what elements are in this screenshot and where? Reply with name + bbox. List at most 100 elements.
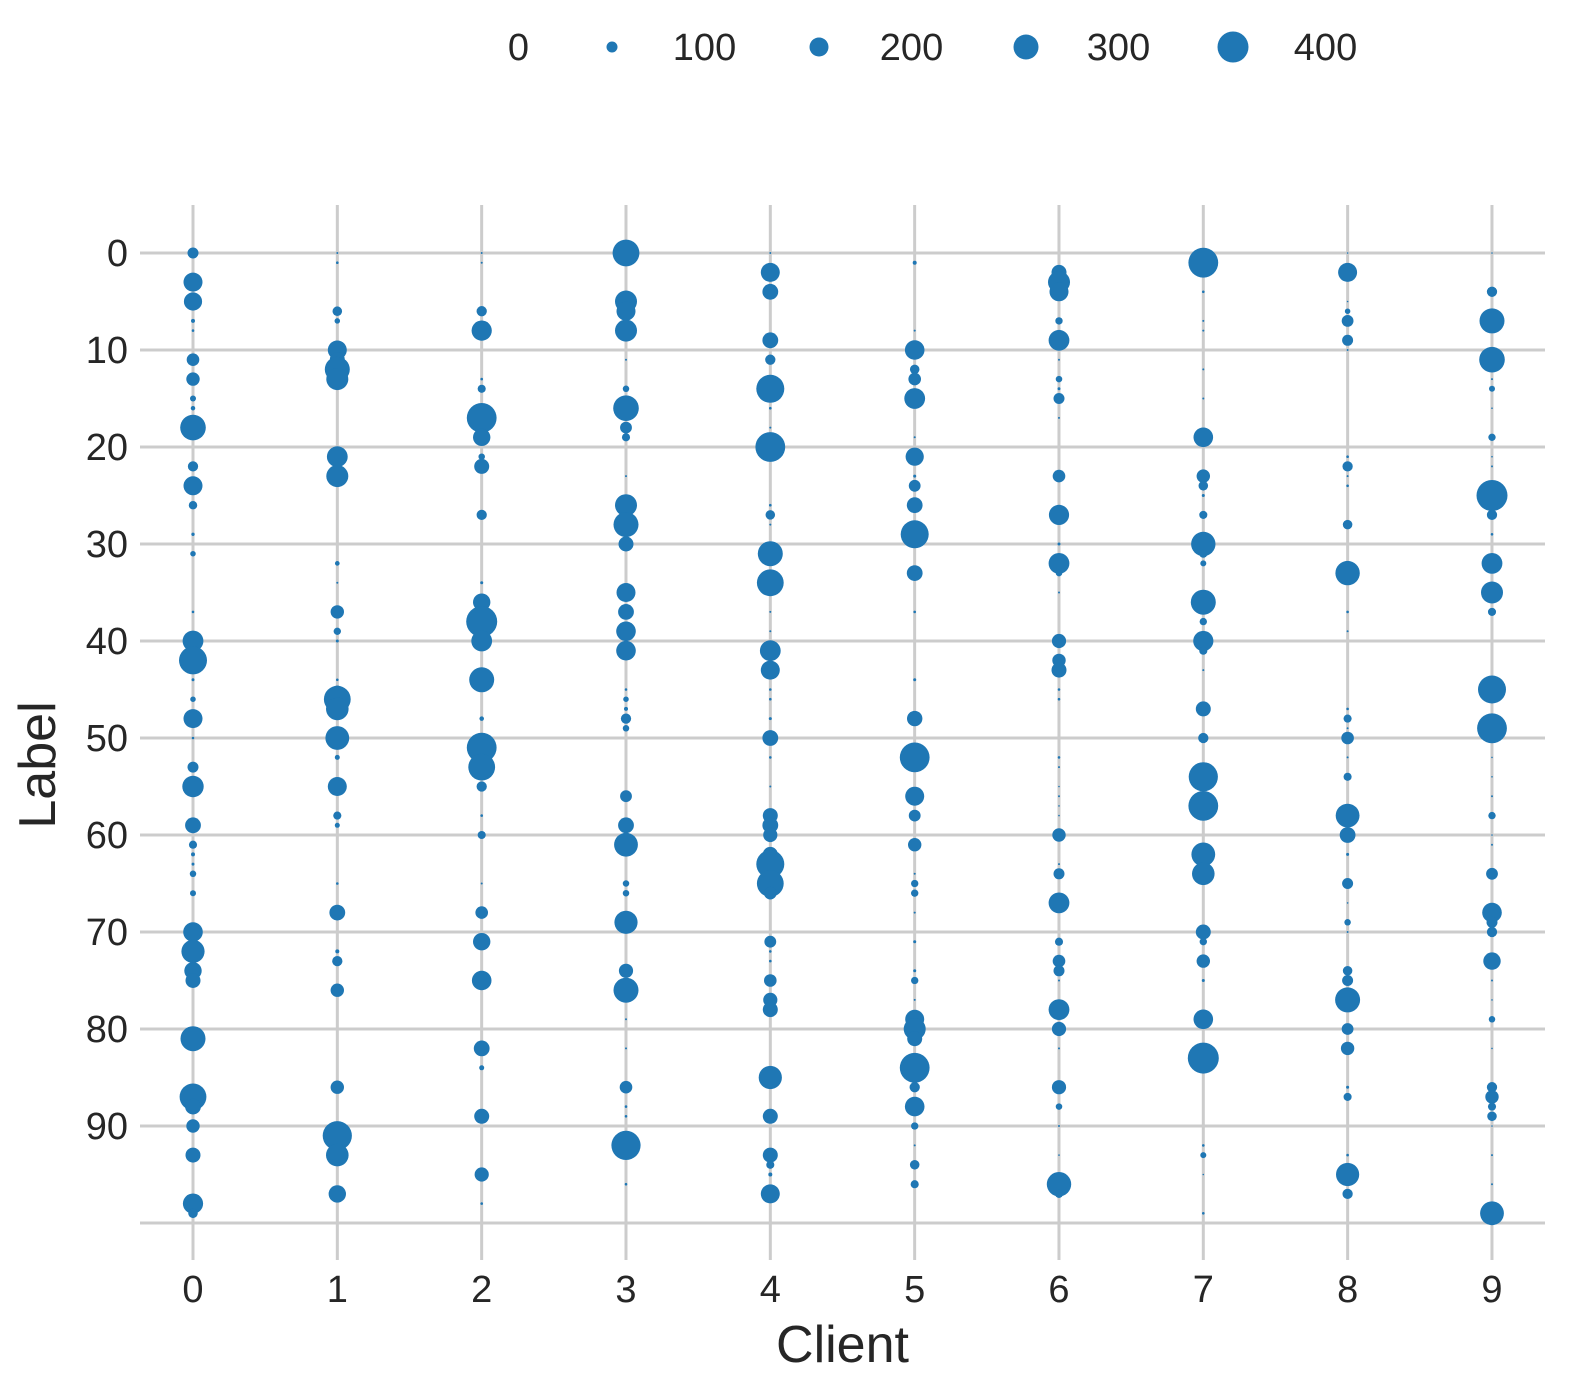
bubble xyxy=(1187,1042,1219,1074)
bubble xyxy=(765,354,776,365)
bubble xyxy=(900,520,929,549)
bubble xyxy=(613,977,639,1003)
bubble xyxy=(1346,455,1349,459)
bubble xyxy=(622,725,630,732)
bubble xyxy=(469,667,495,693)
bubble xyxy=(906,565,923,581)
y-tick-label: 20 xyxy=(86,427,128,469)
bubble xyxy=(1346,1153,1349,1157)
bubble xyxy=(1053,868,1065,880)
bubble xyxy=(1342,966,1353,976)
bubble xyxy=(1188,791,1219,821)
bubble xyxy=(191,610,195,614)
x-tick-label: 5 xyxy=(904,1269,925,1311)
bubble xyxy=(182,630,204,652)
bubble xyxy=(769,426,772,429)
bubble xyxy=(1048,999,1070,1020)
bubble xyxy=(187,761,199,773)
bubble xyxy=(624,1182,628,1186)
bubble xyxy=(480,261,483,264)
bubble xyxy=(1051,633,1067,649)
bubble xyxy=(1486,926,1498,938)
bubble xyxy=(1193,1009,1214,1030)
bubble xyxy=(1487,1111,1497,1122)
bubble xyxy=(336,261,339,265)
bubble xyxy=(768,1172,773,1177)
bubble xyxy=(473,1040,490,1057)
bubble xyxy=(179,646,207,675)
bubble xyxy=(622,889,630,897)
bubble xyxy=(1058,591,1060,594)
bubble xyxy=(762,283,779,300)
bubble xyxy=(466,403,497,433)
bubble xyxy=(615,494,637,517)
bubble xyxy=(191,862,195,866)
bubble xyxy=(1485,1090,1499,1104)
bubble xyxy=(1346,475,1349,478)
bubble xyxy=(769,756,772,759)
bubble xyxy=(181,939,205,964)
bubble xyxy=(182,775,204,798)
bubble xyxy=(1049,282,1069,302)
bubble xyxy=(185,1147,201,1163)
bubble xyxy=(756,850,785,879)
bubble xyxy=(1046,1172,1072,1197)
bubble xyxy=(1057,697,1061,701)
bubble xyxy=(769,950,772,953)
y-tick-label: 0 xyxy=(107,233,128,275)
bubble xyxy=(475,906,489,919)
bubble xyxy=(336,252,339,254)
bubble xyxy=(1346,707,1349,711)
bubble xyxy=(1048,892,1070,914)
bubble xyxy=(187,461,199,472)
bubble xyxy=(1055,1103,1063,1110)
bubble xyxy=(624,706,628,711)
bubble xyxy=(183,922,203,942)
bubble xyxy=(334,754,340,760)
y-tick-label: 30 xyxy=(86,524,128,566)
bubble xyxy=(190,696,196,702)
bubble xyxy=(913,969,917,973)
bubble xyxy=(764,886,777,900)
bubble xyxy=(1052,828,1066,842)
bubble xyxy=(1342,878,1354,889)
bubble xyxy=(764,935,777,948)
bubble xyxy=(911,976,919,985)
bubble xyxy=(1339,827,1356,843)
bubble xyxy=(909,1082,920,1093)
bubble xyxy=(913,1144,916,1147)
bubble xyxy=(1487,607,1497,616)
bubble xyxy=(619,1080,633,1094)
bubble xyxy=(625,1047,627,1050)
y-tick-label: 50 xyxy=(86,718,128,760)
bubble xyxy=(336,678,339,682)
bubble xyxy=(904,1096,925,1117)
bubble xyxy=(616,301,636,321)
bubble xyxy=(769,630,772,633)
bubble xyxy=(616,621,636,642)
bubble xyxy=(480,377,484,381)
bubble xyxy=(1198,732,1209,744)
legend-size-label: 400 xyxy=(1294,27,1357,69)
bubble xyxy=(182,1193,204,1214)
bubble xyxy=(1483,952,1501,970)
bubble xyxy=(1058,416,1060,419)
bubble xyxy=(191,318,195,323)
y-tick-label: 60 xyxy=(86,815,128,857)
bubble xyxy=(762,1147,778,1163)
bubble xyxy=(477,384,486,393)
bubble xyxy=(326,1143,349,1167)
bubble xyxy=(1346,300,1349,303)
bubble xyxy=(191,852,195,857)
bubble xyxy=(1058,785,1060,788)
bubble xyxy=(913,678,917,682)
bubble xyxy=(1191,531,1216,557)
bubble xyxy=(909,1160,920,1170)
bubble xyxy=(762,332,779,349)
bubble xyxy=(1335,987,1361,1013)
bubble xyxy=(189,870,197,878)
bubble xyxy=(907,710,923,727)
bubble xyxy=(1058,979,1060,982)
bubble xyxy=(618,817,634,834)
